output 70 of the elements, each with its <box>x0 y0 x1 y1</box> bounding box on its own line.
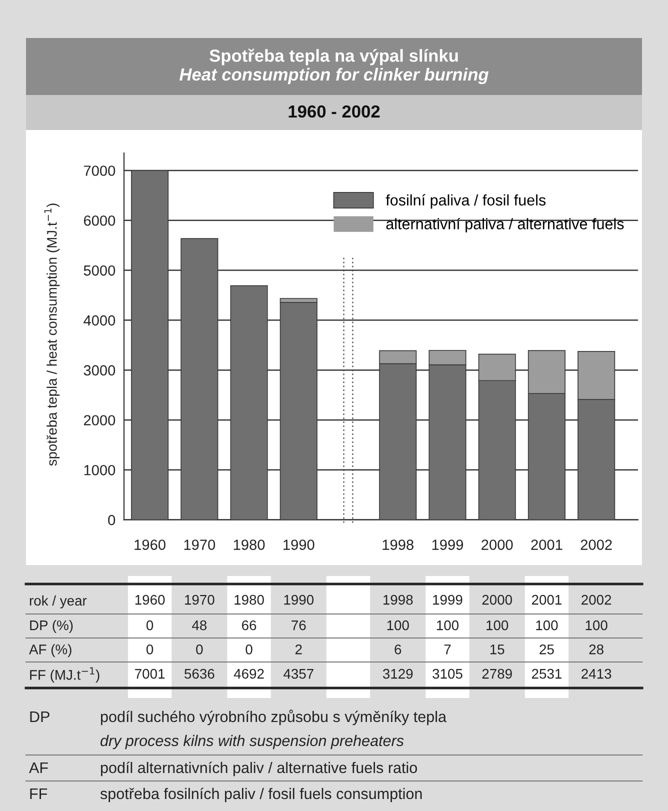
y-tick-label: 1000 <box>84 464 116 476</box>
text: podíl alternativních paliv / alternative fuels ratio <box>100 762 417 776</box>
x-tick-label: 1970 <box>184 540 216 550</box>
text: 0 <box>196 644 203 654</box>
text: 100 <box>586 620 608 630</box>
text: 100 <box>387 620 409 630</box>
category-label: 1960 <box>135 594 165 605</box>
text: 100 <box>536 620 558 630</box>
text: 25 <box>540 644 554 654</box>
text: DP (%) <box>30 620 73 633</box>
category-label: 1980 <box>234 594 264 605</box>
legend-label: alternativní paliva / alternative fuels <box>386 218 624 232</box>
text: 0 <box>146 644 154 654</box>
x-tick-label: 2001 <box>531 540 562 550</box>
text: 100 <box>486 620 508 630</box>
category-label: 1990 <box>284 594 314 605</box>
y-tick-label: 0 <box>108 514 116 526</box>
text: 48 <box>192 620 207 630</box>
x-tick-label: 1998 <box>382 540 414 550</box>
text: FF (MJ.t$^{−1}$) <box>30 667 100 683</box>
data-label: 3105 <box>432 668 462 679</box>
chart-title: Spotřeba tepla na výpal slínku <box>210 48 458 66</box>
text: AF <box>29 762 48 773</box>
text: 0 <box>146 620 154 630</box>
text: rok / year <box>30 595 87 608</box>
text: 66 <box>242 620 256 630</box>
category-label: 1970 <box>185 594 214 605</box>
y-tick-label: 6000 <box>84 215 116 226</box>
x-tick-label: 1980 <box>234 540 265 550</box>
text: AF (%) <box>29 644 72 658</box>
data-label: 5636 <box>184 668 214 679</box>
text: 100 <box>436 620 459 630</box>
chart-subtitle: Heat consumption for clinker burning <box>180 68 489 84</box>
data-label: 4357 <box>284 668 314 679</box>
category-label: 2002 <box>582 594 612 605</box>
category-label: 2000 <box>482 594 512 605</box>
text: 1960 - 2002 <box>288 105 380 118</box>
data-label: 2531 <box>532 668 562 679</box>
text: 15 <box>490 644 504 654</box>
x-tick-label: 2000 <box>482 540 513 550</box>
y-tick-label: 2000 <box>84 415 116 426</box>
y-tick-label: 5000 <box>84 265 116 276</box>
y-axis-title: spotřeba tepla / heat consumption (MJ.t$^{−1}$) <box>44 204 60 466</box>
category-label: 1998 <box>383 594 413 605</box>
x-tick-label: 1999 <box>432 540 464 550</box>
category-label: 1999 <box>433 594 462 605</box>
text: DP <box>30 711 50 722</box>
text: spotřeba fosilních paliv / fosil fuels consumption <box>100 788 422 802</box>
data-label: 3129 <box>382 668 413 679</box>
category-label: 2001 <box>532 594 562 605</box>
text: 76 <box>292 620 306 630</box>
legend-label: fosilní paliva / fosil fuels <box>386 194 546 209</box>
text: FF <box>30 788 48 799</box>
text: podíl suchého výrobního způsobu s výměníky tepla <box>100 710 446 726</box>
x-tick-label: 2002 <box>580 540 612 550</box>
text: 0 <box>246 644 252 654</box>
y-tick-label: 4000 <box>84 315 116 326</box>
text: 28 <box>589 644 604 654</box>
text: 6 <box>394 644 402 654</box>
data-label: 4692 <box>234 668 264 679</box>
text: 7 <box>444 644 451 654</box>
data-label: 2789 <box>482 668 512 679</box>
data-label: 2413 <box>582 668 612 679</box>
text: dry process kilns with suspension preheaters <box>100 734 404 750</box>
x-tick-label: 1990 <box>284 540 314 550</box>
y-tick-label: 3000 <box>84 365 116 376</box>
x-tick-label: 1960 <box>134 540 166 550</box>
text: 2 <box>295 644 302 654</box>
y-tick-label: 7000 <box>84 166 116 176</box>
data-label: 7001 <box>135 668 165 679</box>
